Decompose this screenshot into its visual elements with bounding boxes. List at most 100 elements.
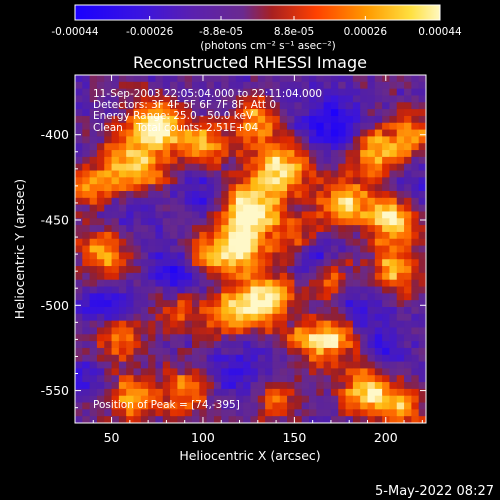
heatmap-cell — [352, 95, 361, 103]
heatmap-cell — [228, 95, 237, 103]
heatmap-cell — [140, 368, 149, 376]
heatmap-cell — [309, 409, 317, 417]
heatmap-cell — [199, 313, 208, 322]
heatmap-cell — [199, 122, 208, 131]
heatmap-cell — [338, 252, 347, 260]
heatmap-cell — [294, 95, 303, 103]
heatmap-cell — [162, 313, 171, 322]
heatmap-cell — [367, 150, 376, 158]
heatmap-cell — [287, 109, 295, 117]
heatmap-cell — [192, 218, 200, 226]
heatmap-cell — [192, 170, 200, 178]
heatmap-cell — [162, 382, 171, 390]
heatmap-cell — [309, 245, 317, 254]
heatmap-cell — [177, 259, 186, 267]
heatmap-cell — [316, 320, 325, 329]
heatmap-cell — [199, 320, 208, 329]
heatmap-cell — [396, 259, 405, 267]
heatmap-cell — [75, 136, 83, 144]
heatmap-cell — [82, 341, 91, 349]
heatmap-cell — [148, 327, 157, 335]
heatmap-cell — [418, 286, 426, 294]
heatmap-cell — [352, 409, 361, 417]
heatmap-cell — [287, 102, 295, 110]
heatmap-cell — [148, 88, 157, 97]
heatmap-cell — [272, 231, 281, 240]
heatmap-cell — [330, 382, 339, 390]
heatmap-cell — [206, 109, 215, 117]
heatmap-cell — [367, 184, 376, 192]
heatmap-cell — [148, 150, 157, 158]
heatmap-cell — [170, 279, 178, 288]
heatmap-cell — [294, 266, 303, 274]
heatmap-cell — [184, 402, 193, 410]
heatmap-cell — [272, 238, 281, 247]
heatmap-cell — [404, 170, 412, 178]
heatmap-cell — [133, 252, 142, 260]
heatmap-cell — [257, 102, 266, 110]
heatmap-cell — [257, 122, 266, 131]
heatmap-cell — [162, 191, 171, 199]
heatmap-cell — [352, 320, 361, 329]
heatmap-cell — [162, 327, 171, 335]
heatmap-cell — [287, 211, 295, 219]
heatmap-cell — [192, 231, 200, 240]
heatmap-cell — [360, 102, 369, 110]
heatmap-cell — [279, 95, 288, 103]
heatmap-cell — [177, 382, 186, 390]
heatmap-cell — [279, 409, 288, 417]
heatmap-cell — [243, 382, 252, 390]
y-tick-label: -500 — [41, 298, 69, 313]
heatmap-cell — [323, 136, 332, 144]
heatmap-cell — [192, 334, 200, 342]
heatmap-cell — [213, 382, 222, 390]
heatmap-cell — [265, 341, 274, 349]
heatmap-cell — [192, 286, 200, 294]
heatmap-cell — [221, 218, 230, 226]
heatmap-cell — [257, 163, 266, 172]
heatmap-cell — [177, 341, 186, 349]
heatmap-cell — [265, 143, 274, 151]
heatmap-cell — [243, 191, 252, 199]
heatmap-cell — [228, 143, 237, 151]
heatmap-cell — [287, 218, 295, 226]
heatmap-cell — [272, 388, 281, 397]
heatmap-cell — [199, 143, 208, 151]
heatmap-cell — [96, 320, 105, 329]
heatmap-cell — [177, 368, 186, 376]
heatmap-cell — [155, 95, 164, 103]
heatmap-cell — [184, 238, 193, 247]
heatmap-cell — [396, 375, 405, 383]
heatmap-cell — [155, 416, 164, 423]
heatmap-cell — [411, 313, 420, 322]
heatmap-cell — [294, 354, 303, 363]
heatmap-cell — [221, 293, 230, 301]
heatmap-cell — [287, 341, 295, 349]
heatmap-cell — [118, 156, 127, 165]
heatmap-cell — [104, 334, 113, 342]
heatmap-cell — [243, 115, 252, 124]
heatmap-cell — [323, 341, 332, 349]
heatmap-cell — [162, 170, 171, 178]
heatmap-cell — [265, 259, 274, 267]
heatmap-cell — [82, 95, 91, 103]
heatmap-cell — [396, 197, 405, 206]
heatmap-cell — [367, 347, 376, 356]
heatmap-cell — [323, 327, 332, 335]
heatmap-cell — [118, 191, 127, 199]
heatmap-cell — [228, 218, 237, 226]
heatmap-cell — [345, 163, 354, 172]
heatmap-cell — [126, 238, 135, 247]
heatmap-cell — [243, 88, 252, 97]
heatmap-cell — [155, 170, 164, 178]
heatmap-cell — [206, 286, 215, 294]
heatmap-cell — [418, 409, 426, 417]
heatmap-cell — [148, 409, 157, 417]
heatmap-cell — [389, 170, 398, 178]
heatmap-cell — [177, 204, 186, 213]
heatmap-cell — [338, 313, 347, 322]
heatmap-cell — [389, 272, 398, 281]
heatmap-cell — [206, 102, 215, 110]
heatmap-cell — [404, 218, 412, 226]
heatmap-cell — [272, 402, 281, 410]
